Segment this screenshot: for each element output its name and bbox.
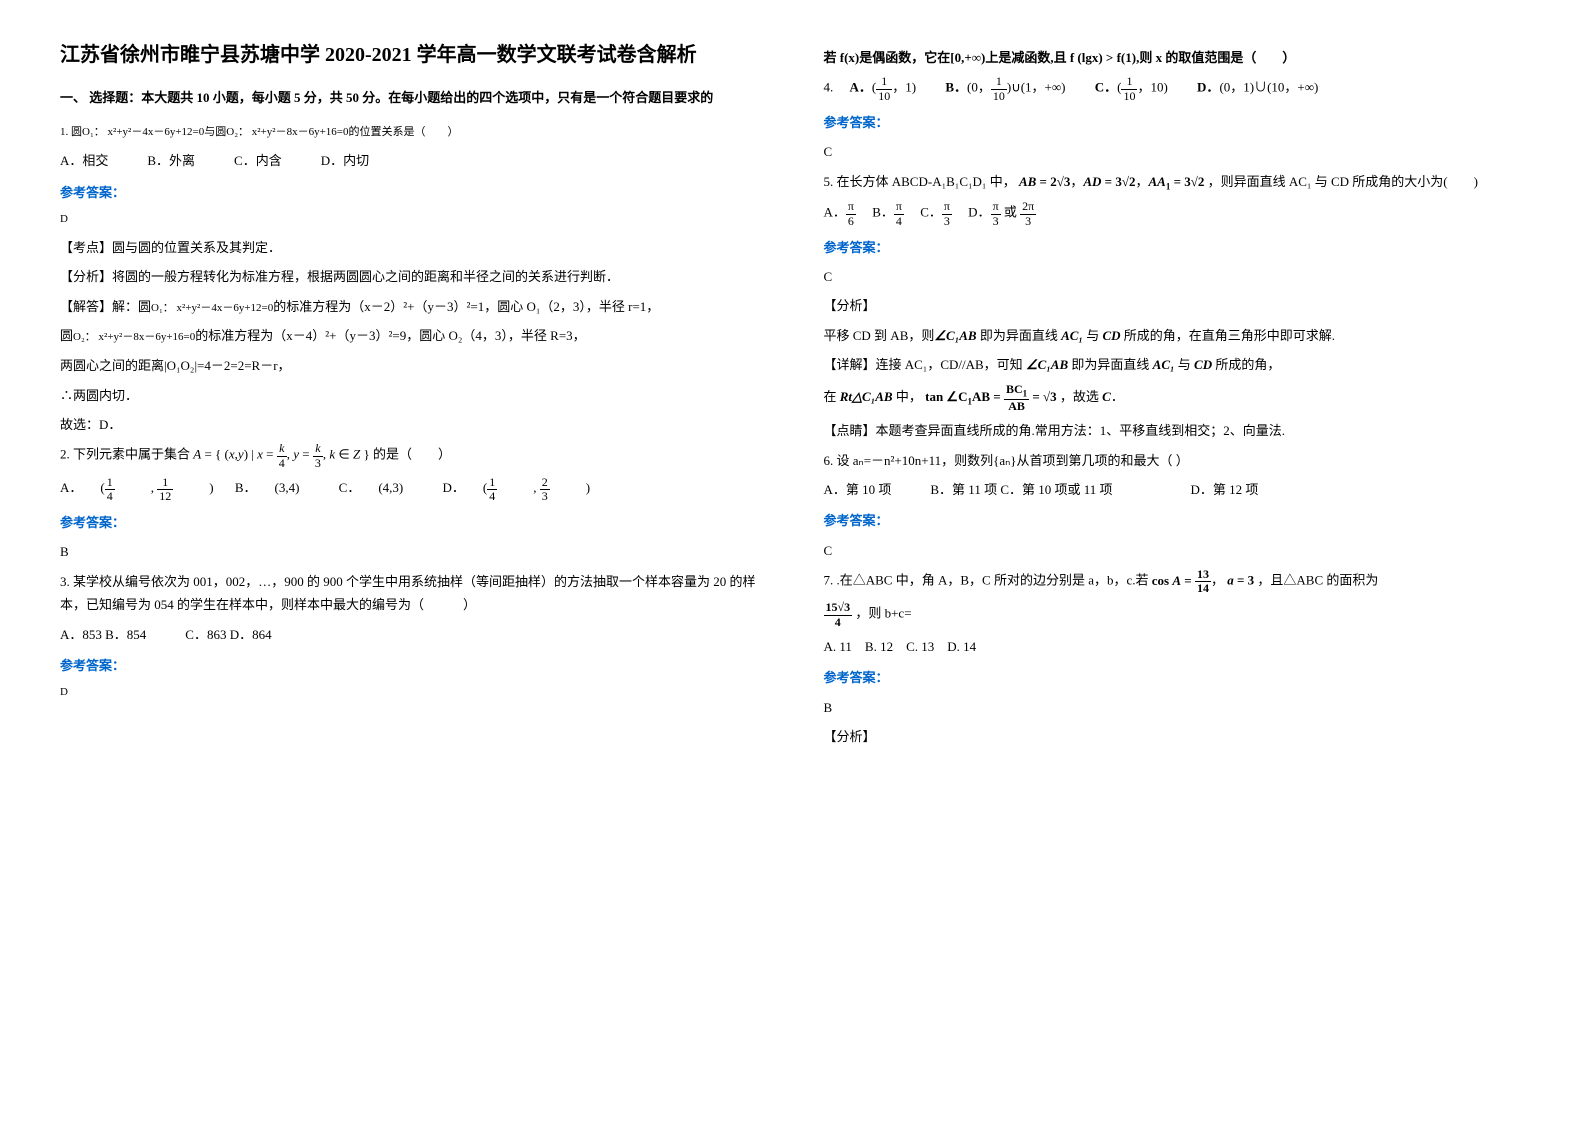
q7-ref-label: 参考答案：	[824, 666, 1528, 689]
q1-jd1: 【解答】解：圆O₁： x²+y²－4x－6y+12=0的标准方程为（x－2）²+…	[60, 295, 764, 319]
q2-ref-label: 参考答案：	[60, 511, 764, 534]
q1-jd5: 故选：D．	[60, 413, 764, 436]
q5-options: A．π6 B．π4 C．π3 D．π3 或 2π3	[824, 200, 1528, 227]
q2-options: A．(14, 112) B．(3,4) C．(4,3) D．(14, 23)	[60, 476, 764, 503]
q7-answer: B	[824, 696, 1528, 719]
q5-ds: 【点睛】本题考查异面直线所成的角.常用方法：1、平移直线到相交；2、向量法.	[824, 419, 1528, 442]
left-column: 江苏省徐州市睢宁县苏塘中学 2020-2021 学年高一数学文联考试卷含解析 一…	[60, 40, 764, 754]
q4-options: 4. A．(110，1) B．(0，110)∪(1，+∞) C．(110，10)…	[824, 75, 1528, 102]
q5-xj2: 在 Rt△C₁AB 中， tan ∠C1AB = BC1AB = √3 ，故选 …	[824, 383, 1528, 413]
title: 江苏省徐州市睢宁县苏塘中学 2020-2021 学年高一数学文联考试卷含解析	[60, 40, 764, 70]
q4-stem: 若 f(x)是偶函数，它在[0,+∞)上是减函数,且 f (lgx) > f(1…	[824, 46, 1528, 69]
q1-kd: 【考点】圆与圆的位置关系及其判定．	[60, 236, 764, 259]
q1-stem: 1. 圆O₁： x²+y²－4x－6y+12=0与圆O₂： x²+y²－8x－6…	[60, 119, 764, 143]
q1-ref-label: 参考答案：	[60, 181, 764, 204]
q1-fx: 【分析】将圆的一般方程转化为标准方程，根据两圆圆心之间的距离和半径之间的关系进行…	[60, 265, 764, 288]
q1-jd3: 两圆心之间的距离|O₁O₂|=4－2=2=R－r，	[60, 354, 764, 377]
q6-stem: 6. 设 aₙ=－n²+10n+11，则数列{aₙ}从首项到第几项的和最大（ ）	[824, 449, 1528, 472]
q6-options: A．第 10 项 B．第 11 项 C．第 10 项或 11 项 D．第 12 …	[824, 478, 1528, 501]
q7-fx: 【分析】	[824, 725, 1528, 748]
q2-answer: B	[60, 540, 764, 563]
q6-answer: C	[824, 539, 1528, 562]
q1-jd4: ∴两圆内切．	[60, 384, 764, 407]
right-column: 若 f(x)是偶函数，它在[0,+∞)上是减函数,且 f (lgx) > f(1…	[824, 40, 1528, 754]
q2-stem: 2. 下列元素中属于集合 A = { (x,y) | x = k4, y = k…	[60, 442, 764, 469]
q5-xj1: 【详解】连接 AC₁，CD//AB，可知 ∠C₁AB 即为异面直线 AC₁ 与 …	[824, 353, 1528, 376]
q4-ref-label: 参考答案：	[824, 111, 1528, 134]
q3-stem: 3. 某学校从编号依次为 001，002，…，900 的 900 个学生中用系统…	[60, 570, 764, 617]
q3-options: A．853 B．854 C．863 D．864	[60, 623, 764, 646]
q6-ref-label: 参考答案：	[824, 509, 1528, 532]
q5-fx1: 平移 CD 到 AB，则∠C₁AB 即为异面直线 AC₁ 与 CD 所成的角，在…	[824, 324, 1528, 347]
q7-area: 15√34 ，则 b+c=	[824, 601, 1528, 628]
q1-options: A．相交 B．外离 C．内含 D．内切	[60, 149, 764, 172]
q5-answer: C	[824, 265, 1528, 288]
q5-stem: 5. 在长方体 ABCD-A₁B₁C₁D₁ 中， AB = 2√3，AD = 3…	[824, 170, 1528, 195]
section-a-head: 一、 选择题：本大题共 10 小题，每小题 5 分，共 50 分。在每小题给出的…	[60, 86, 764, 109]
q5-fx: 【分析】	[824, 294, 1528, 317]
q7-stem: 7. .在△ABC 中，角 A，B，C 所对的边分别是 a，b，c.若 cos …	[824, 568, 1528, 595]
q3-ref-label: 参考答案：	[60, 654, 764, 677]
q3-answer: D	[60, 683, 764, 703]
q1-jd2: 圆O₂： x²+y²－8x－6y+16=0的标准方程为（x－4）²+（y－3）²…	[60, 324, 764, 348]
q5-ref-label: 参考答案：	[824, 236, 1528, 259]
q4-answer: C	[824, 140, 1528, 163]
q7-options: A. 11 B. 12 C. 13 D. 14	[824, 635, 1528, 658]
q1-answer: D	[60, 210, 764, 230]
